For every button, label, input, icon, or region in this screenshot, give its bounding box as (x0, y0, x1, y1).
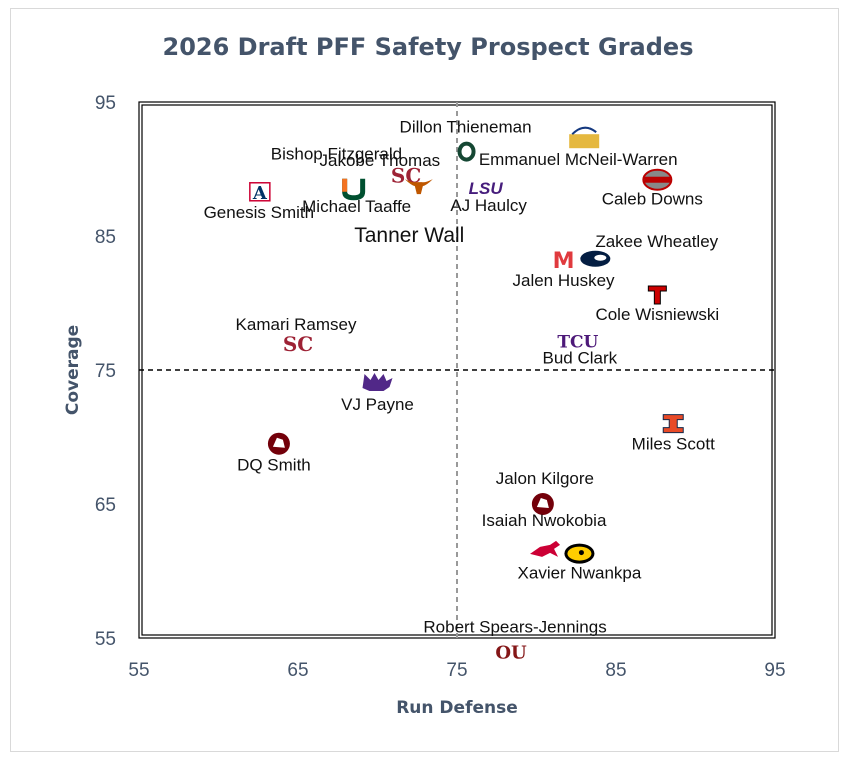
data-point: LSU (469, 179, 504, 198)
data-point (457, 141, 476, 162)
y-tick-label: 85 (95, 227, 116, 248)
data-point (267, 432, 290, 455)
data-point (404, 179, 433, 195)
ohio-state-band-icon (644, 176, 671, 183)
point-label: AJ Haulcy (450, 196, 527, 215)
gamecock-inner-icon (272, 437, 285, 448)
point-label: Miles Scott (632, 435, 715, 454)
point-label: Xavier Nwankpa (518, 564, 642, 583)
data-point (362, 373, 393, 392)
point-label: Caleb Downs (602, 190, 703, 209)
x-tick-label: 55 (128, 660, 149, 681)
data-point: A (249, 182, 271, 204)
data-point: OU (495, 642, 527, 663)
x-tick-label: 95 (764, 660, 785, 681)
toledo-logo-icon (569, 134, 600, 149)
data-point (342, 178, 366, 201)
point-label: Kamari Ramsey (236, 315, 357, 334)
point-label: Robert Spears-Jennings (423, 617, 606, 636)
x-tick-label: 85 (605, 660, 626, 681)
data-points: SC Bishop Fitzgerald Dillon Thieneman Emman… (204, 118, 720, 664)
point-label: Isaiah Nwokobia (482, 511, 607, 530)
point-label: Michael Taaffe (302, 197, 411, 216)
point-label: Emmanuel McNeil-Warren (479, 150, 678, 169)
point-label: Genesis Smith (204, 203, 315, 222)
arizona-a-icon: A (252, 183, 268, 204)
x-tick-label: 75 (446, 660, 467, 681)
smu-logo-icon (530, 540, 561, 557)
data-point (531, 493, 554, 515)
iowa-hawk-eye-icon (578, 550, 584, 556)
oregon-logo-icon (457, 141, 476, 162)
tcu-logo-icon: TCU (557, 333, 598, 353)
y-axis-title: Coverage (63, 325, 83, 415)
y-tick-label: 55 (95, 629, 116, 650)
data-point (564, 543, 595, 564)
point-label: DQ Smith (237, 456, 311, 475)
data-point: M (553, 249, 575, 274)
point-label: Dillon Thieneman (400, 118, 532, 137)
oklahoma-logo-icon: OU (495, 642, 527, 663)
point-label: Jalen Huskey (512, 271, 615, 290)
usc-logo-icon: SC (283, 332, 313, 356)
y-axis-ticks: 55 65 75 85 95 (95, 93, 116, 650)
chart-title: 2026 Draft PFF Safety Prospect Grades (163, 33, 694, 61)
x-axis-title: Run Defense (396, 698, 518, 718)
x-tick-label: 65 (287, 660, 308, 681)
miami-logo-icon (342, 178, 366, 201)
point-label: Zakee Wheatley (595, 232, 718, 251)
data-point (569, 126, 600, 149)
point-label: Bud Clark (543, 349, 618, 368)
gamecock-inner-icon (536, 498, 549, 508)
kansas-state-logo-icon (362, 373, 393, 392)
point-label: Tanner Wall (354, 224, 464, 247)
texas-tech-logo-icon (647, 285, 667, 305)
data-point (662, 414, 684, 434)
data-point (580, 250, 611, 267)
lsu-logo-icon: LSU (469, 179, 504, 198)
illinois-logo-icon (662, 414, 684, 434)
data-point (530, 540, 561, 557)
point-label: Jakobe Thomas (320, 151, 441, 170)
x-axis-ticks: 55 65 75 85 95 (128, 660, 785, 681)
point-label: Jalon Kilgore (496, 469, 594, 488)
chart-frame (10, 8, 839, 752)
point-label: Bishop Fitzgerald (271, 144, 402, 163)
arizona-logo-icon (249, 182, 271, 202)
data-point: TCU (557, 333, 598, 353)
data-point: SC (283, 332, 313, 356)
y-tick-label: 75 (95, 361, 116, 382)
maryland-logo-icon: M (553, 249, 575, 274)
y-tick-label: 65 (95, 495, 116, 516)
data-point (642, 168, 673, 191)
y-tick-label: 95 (95, 93, 116, 114)
longhorn-logo-icon (404, 179, 433, 195)
point-label: VJ Payne (341, 395, 414, 414)
data-point (647, 285, 667, 305)
penn-state-eye-icon (594, 254, 607, 261)
point-label: Cole Wisniewski (595, 305, 719, 324)
toledo-rocket-icon (571, 126, 597, 135)
